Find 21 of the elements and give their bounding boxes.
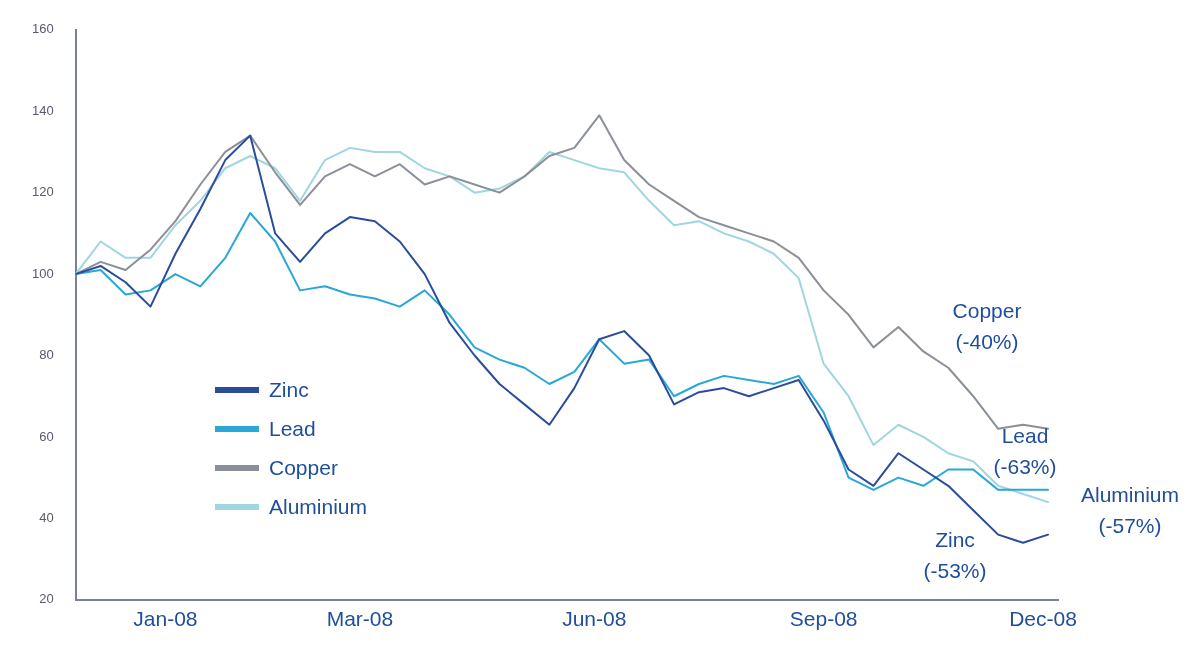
y-tick-label: 140 [31,102,54,118]
x-tick-label: Mar-08 [326,607,394,631]
x-tick-label: Jan-08 [133,607,198,631]
x-tick-label: Jun-08 [562,607,627,631]
annotation: Lead (-63%) [993,424,1057,479]
y-tick-label: 20 [39,591,54,607]
text: Aluminium (-57%) [1080,483,1180,538]
y-tick-label: 40 [39,509,54,525]
x-tick-label: Sep-08 [789,607,858,631]
y-tick-label: 60 [39,428,54,444]
y-tick-label: 100 [31,265,54,281]
y-tick-label: 160 [31,21,54,37]
legend-label: Aluminium [269,494,368,519]
y-tick-label: 120 [31,184,54,200]
annotation: Copper (-40%) [952,299,1022,354]
x-tick-label: Dec-08 [1009,607,1077,631]
y-tick-label: 80 [39,347,54,363]
annotation: Zinc (-53%) [923,528,987,583]
legend-label: Copper [269,455,338,480]
legend-label: Lead [269,416,316,441]
legend-label: Zinc [269,377,309,402]
